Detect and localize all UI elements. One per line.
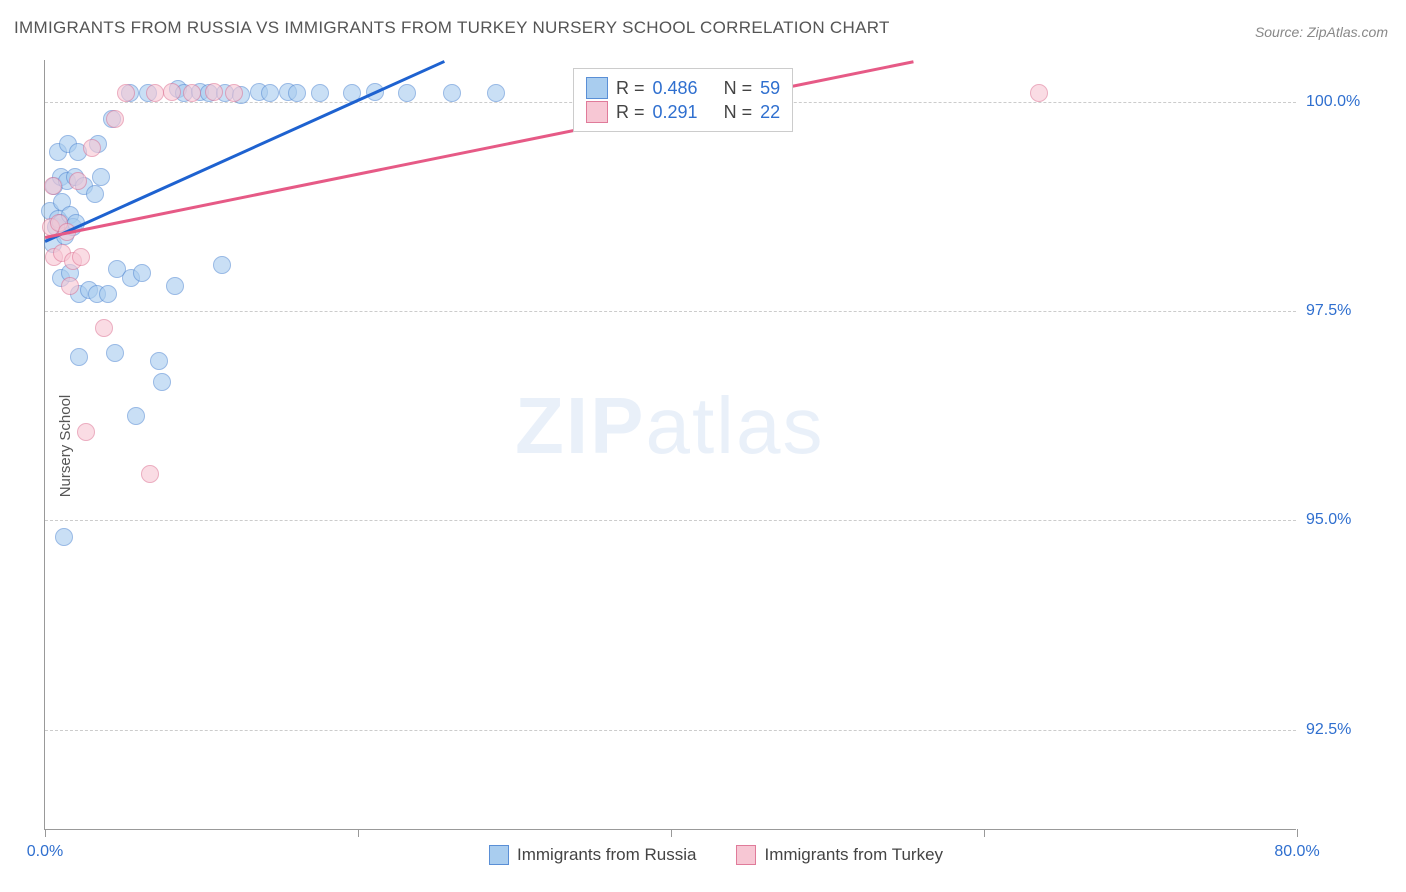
scatter-point-russia <box>288 84 306 102</box>
scatter-point-russia <box>213 256 231 274</box>
x-tick <box>984 829 985 837</box>
scatter-point-turkey <box>225 84 243 102</box>
scatter-point-turkey <box>77 423 95 441</box>
scatter-point-turkey <box>117 84 135 102</box>
scatter-point-russia <box>92 168 110 186</box>
scatter-point-turkey <box>106 110 124 128</box>
legend-label: Immigrants from Turkey <box>764 845 943 865</box>
scatter-point-turkey <box>205 83 223 101</box>
scatter-point-turkey <box>72 248 90 266</box>
gridline <box>45 311 1296 312</box>
scatter-point-turkey <box>141 465 159 483</box>
chart-title: IMMIGRANTS FROM RUSSIA VS IMMIGRANTS FRO… <box>14 18 890 38</box>
y-tick-label: 92.5% <box>1306 721 1396 739</box>
y-tick-label: 95.0% <box>1306 511 1396 529</box>
stats-swatch-turkey <box>586 101 608 123</box>
source-credit: Source: ZipAtlas.com <box>1255 24 1388 40</box>
r-label: R = <box>616 78 645 99</box>
scatter-point-russia <box>487 84 505 102</box>
scatter-point-russia <box>153 373 171 391</box>
legend: Immigrants from Russia Immigrants from Tu… <box>489 845 943 865</box>
scatter-point-russia <box>150 352 168 370</box>
source-name: ZipAtlas.com <box>1307 24 1388 40</box>
r-value: 0.291 <box>653 102 698 123</box>
plot-area: ZIPatlas 92.5%95.0%97.5%100.0%0.0%80.0%R… <box>44 60 1296 830</box>
gridline <box>45 730 1296 731</box>
x-tick <box>1297 829 1298 837</box>
scatter-point-russia <box>398 84 416 102</box>
scatter-point-turkey <box>95 319 113 337</box>
scatter-point-russia <box>133 264 151 282</box>
scatter-point-turkey <box>44 177 62 195</box>
n-value: 59 <box>760 78 780 99</box>
scatter-point-russia <box>70 348 88 366</box>
stats-box: R = 0.486 N = 59 R = 0.291 N = 22 <box>573 68 793 132</box>
y-tick-label: 100.0% <box>1306 93 1396 111</box>
n-label: N = <box>724 78 753 99</box>
source-prefix: Source: <box>1255 24 1307 40</box>
scatter-point-turkey <box>1030 84 1048 102</box>
scatter-point-turkey <box>69 172 87 190</box>
x-tick <box>671 829 672 837</box>
legend-item-russia: Immigrants from Russia <box>489 845 696 865</box>
scatter-point-turkey <box>61 277 79 295</box>
stats-swatch-russia <box>586 77 608 99</box>
watermark-rest: atlas <box>645 381 824 470</box>
legend-item-turkey: Immigrants from Turkey <box>736 845 943 865</box>
r-value: 0.486 <box>653 78 698 99</box>
n-value: 22 <box>760 102 780 123</box>
watermark: ZIPatlas <box>515 380 824 472</box>
legend-label: Immigrants from Russia <box>517 845 696 865</box>
scatter-point-russia <box>86 185 104 203</box>
scatter-point-turkey <box>183 84 201 102</box>
r-label: R = <box>616 102 645 123</box>
x-tick <box>45 829 46 837</box>
stats-row-turkey: R = 0.291 N = 22 <box>586 101 780 123</box>
stats-row-russia: R = 0.486 N = 59 <box>586 77 780 99</box>
legend-swatch-russia <box>489 845 509 865</box>
scatter-point-turkey <box>146 84 164 102</box>
scatter-point-russia <box>443 84 461 102</box>
x-tick-label: 0.0% <box>27 843 63 861</box>
x-tick <box>358 829 359 837</box>
scatter-point-turkey <box>83 139 101 157</box>
scatter-point-russia <box>311 84 329 102</box>
scatter-point-russia <box>99 285 117 303</box>
scatter-point-russia <box>261 84 279 102</box>
scatter-point-russia <box>127 407 145 425</box>
x-tick-label: 80.0% <box>1274 843 1319 861</box>
y-tick-label: 97.5% <box>1306 302 1396 320</box>
scatter-point-russia <box>55 528 73 546</box>
scatter-point-turkey <box>163 83 181 101</box>
scatter-point-russia <box>166 277 184 295</box>
gridline <box>45 520 1296 521</box>
n-label: N = <box>724 102 753 123</box>
scatter-point-russia <box>106 344 124 362</box>
legend-swatch-turkey <box>736 845 756 865</box>
watermark-bold: ZIP <box>515 381 645 470</box>
